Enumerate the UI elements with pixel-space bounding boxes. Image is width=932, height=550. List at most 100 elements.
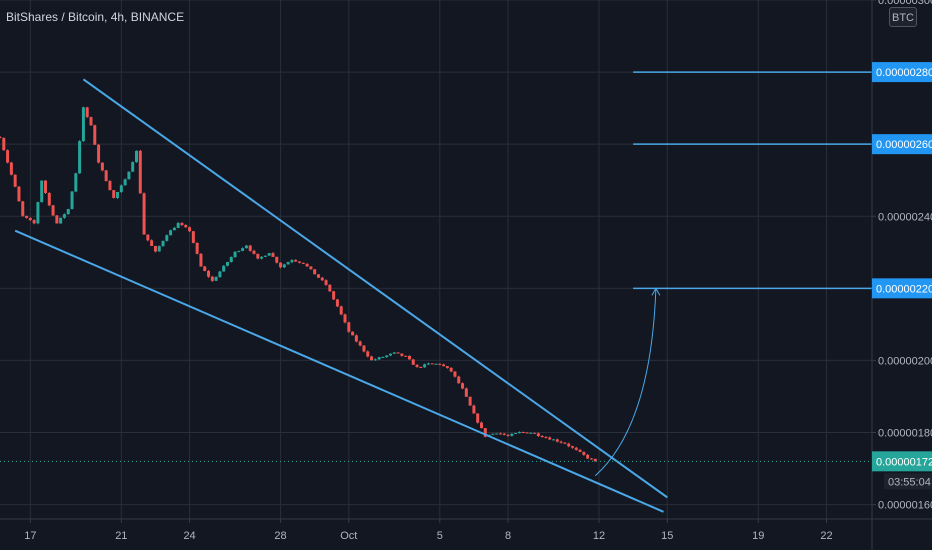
candle-body (17, 186, 21, 202)
candle (407, 355, 411, 360)
candle-body (529, 432, 533, 434)
candle (282, 263, 286, 269)
candle-body (294, 260, 298, 262)
candle (275, 256, 279, 264)
candle (411, 358, 415, 365)
candle-body (570, 446, 574, 448)
candle-body (320, 277, 324, 281)
candle (354, 334, 358, 343)
candle-body (263, 255, 267, 257)
candle-body (112, 190, 116, 198)
candle-body (540, 435, 544, 438)
candle-body (25, 215, 29, 218)
candle (127, 171, 131, 180)
candle (279, 262, 283, 269)
candle (506, 433, 510, 437)
candle (66, 208, 70, 215)
y-tick-label: 0.00000180 (878, 428, 932, 440)
candle (32, 219, 36, 225)
candle (184, 224, 188, 228)
candle (540, 435, 544, 438)
candle (442, 363, 446, 367)
candle-body (328, 284, 332, 292)
candle (320, 276, 324, 282)
candle-body (47, 192, 51, 206)
candle (116, 191, 120, 199)
candle (172, 226, 176, 231)
current-price-label: 0.00000172 (876, 456, 932, 468)
y-tick-label: 0.00000160 (878, 500, 932, 512)
candle-body (89, 117, 93, 126)
candle-body (479, 422, 483, 429)
candle-body (586, 454, 590, 459)
candle (2, 137, 6, 151)
candle-body (347, 322, 351, 332)
candle (199, 253, 203, 267)
candle (74, 172, 78, 193)
candle (150, 239, 154, 247)
candle-body (533, 432, 537, 434)
candle-body (207, 271, 211, 277)
candle-body (203, 266, 207, 272)
projection-arrowhead (651, 287, 661, 296)
x-tick-label: 21 (115, 530, 127, 542)
candle (362, 345, 366, 353)
candle-body (381, 356, 385, 358)
candle-body (464, 388, 468, 397)
candle-body (351, 331, 355, 336)
currency-badge[interactable]: BTC (889, 7, 917, 27)
candle (419, 366, 423, 369)
candle-body (517, 432, 521, 434)
candle-body (544, 437, 548, 439)
candle-body (2, 138, 6, 151)
candle-body (21, 201, 25, 216)
candle-body (392, 352, 396, 354)
candle (267, 253, 271, 256)
x-tick-label: 17 (24, 530, 36, 542)
candle (495, 433, 499, 435)
candle (138, 149, 142, 194)
candle-body (9, 162, 13, 175)
y-tick-label: 0.00000240 (878, 211, 932, 223)
candle (464, 387, 468, 397)
candle (237, 250, 241, 253)
candle (165, 234, 169, 242)
candle (449, 367, 453, 373)
candle-body (134, 150, 138, 163)
candle-body (552, 439, 556, 441)
candle (59, 217, 63, 224)
candle (517, 431, 521, 434)
candle-body (51, 205, 55, 216)
level-price-label-box (872, 62, 932, 83)
candle (157, 245, 161, 252)
candle (404, 355, 408, 357)
candle (176, 222, 180, 228)
candle (358, 340, 362, 347)
candle-body (548, 437, 552, 440)
candle-body (563, 442, 567, 444)
candle-body (6, 150, 10, 163)
candle (400, 353, 404, 357)
candle-body (366, 351, 370, 357)
candle (97, 144, 101, 164)
candle (180, 222, 184, 227)
projection-arrow (594, 288, 657, 477)
candle-body (81, 107, 85, 142)
candle-body (498, 433, 502, 435)
candle-body (123, 179, 127, 186)
candle (13, 174, 17, 188)
candle (191, 230, 195, 244)
level-price-label: 0.00000280 (876, 67, 932, 79)
candle-body (525, 432, 529, 434)
candle-body (66, 209, 70, 215)
candle-body (449, 367, 453, 372)
candle-body (468, 396, 472, 406)
candle-body (324, 280, 328, 285)
candle-body (309, 266, 313, 270)
x-tick-label: Oct (340, 530, 357, 542)
x-tick-label: 24 (183, 530, 195, 542)
candle-body (426, 363, 430, 365)
candle (491, 433, 495, 435)
